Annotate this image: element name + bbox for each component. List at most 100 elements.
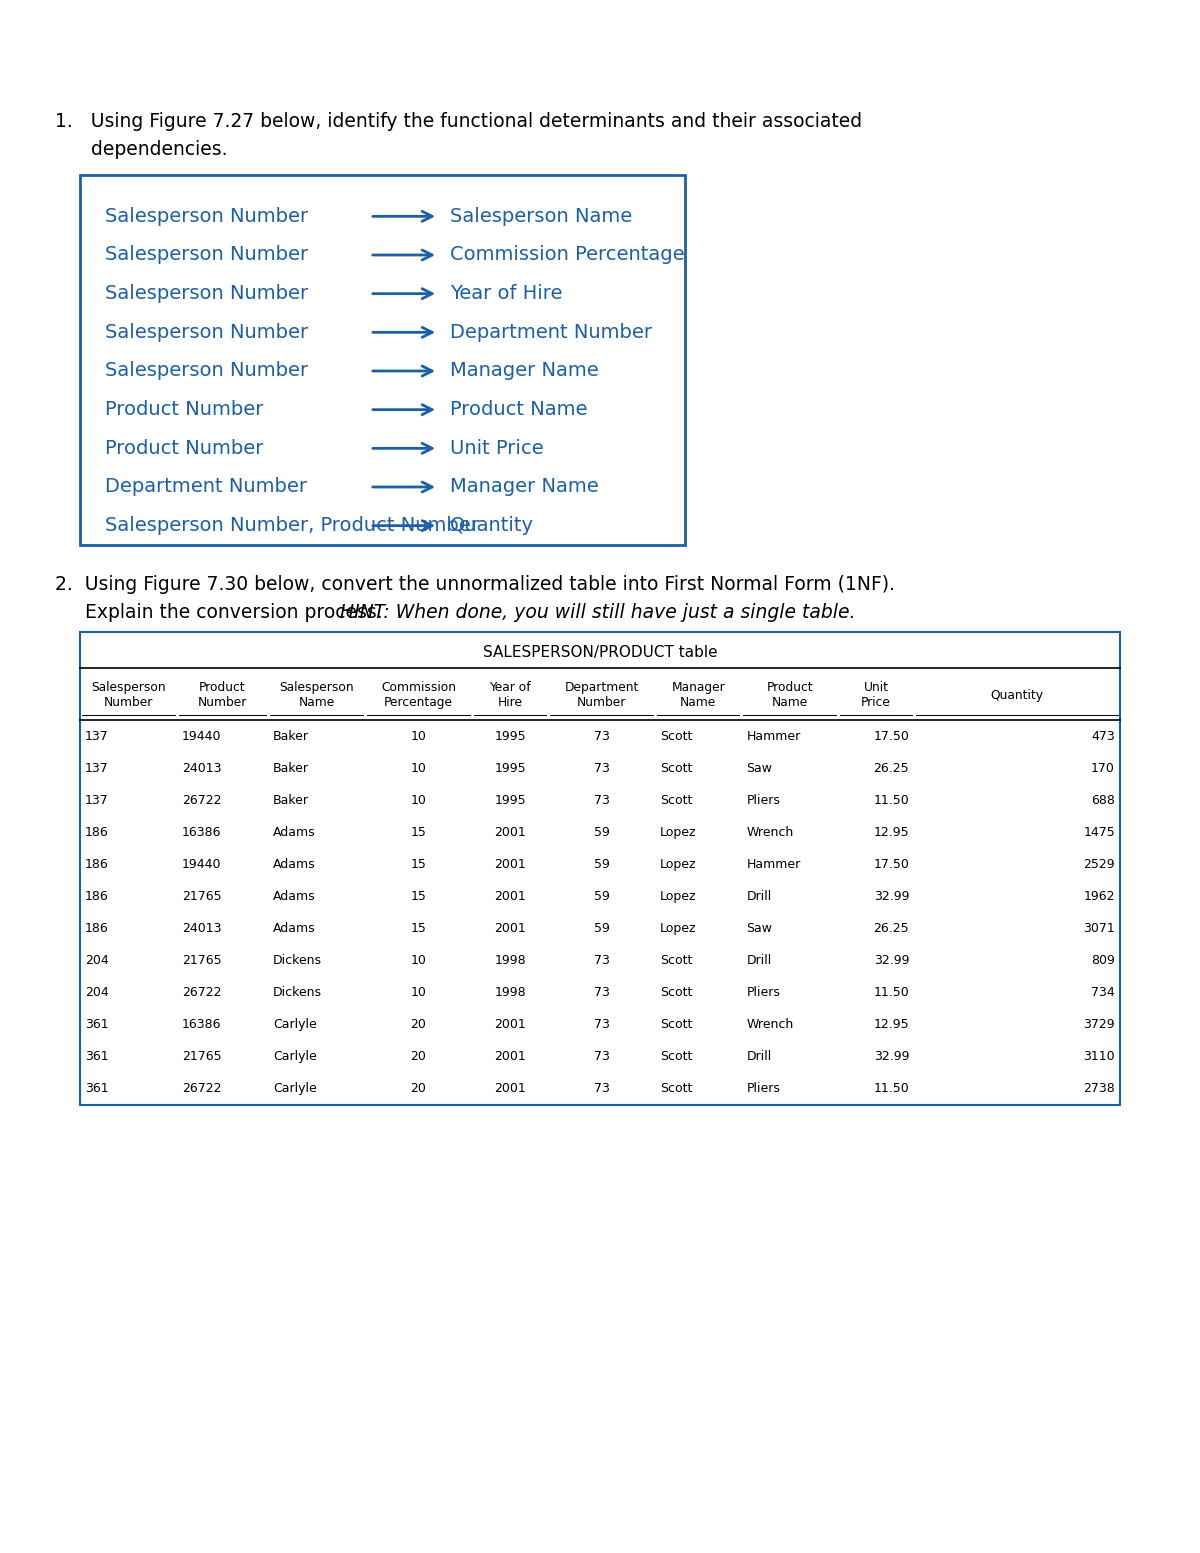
Text: Adams: Adams [274, 826, 316, 839]
Text: 2738: 2738 [1084, 1082, 1115, 1095]
Text: 73: 73 [594, 1050, 610, 1064]
Text: 137: 137 [85, 730, 109, 742]
Text: 137: 137 [85, 761, 109, 775]
Text: 20: 20 [410, 1082, 426, 1095]
Text: 2001: 2001 [494, 857, 526, 871]
Text: 73: 73 [594, 730, 610, 742]
Text: 16386: 16386 [181, 1019, 221, 1031]
Text: 16386: 16386 [181, 826, 221, 839]
Bar [80, 175, 685, 545]
Text: Scott: Scott [660, 730, 692, 742]
Text: 73: 73 [594, 954, 610, 968]
Text: Hammer: Hammer [746, 857, 800, 871]
Text: 11.50: 11.50 [874, 986, 910, 999]
Text: 734: 734 [1091, 986, 1115, 999]
Text: Salesperson
Number: Salesperson Number [91, 680, 166, 710]
Text: Product Number: Product Number [106, 401, 263, 419]
Text: Commission
Percentage: Commission Percentage [382, 680, 456, 710]
Text: 11.50: 11.50 [874, 794, 910, 806]
Text: 186: 186 [85, 890, 109, 902]
Text: Adams: Adams [274, 890, 316, 902]
Text: Explain the conversion process.: Explain the conversion process. [55, 603, 389, 623]
Text: Department
Number: Department Number [564, 680, 638, 710]
Text: 20: 20 [410, 1050, 426, 1064]
Text: 361: 361 [85, 1082, 109, 1095]
Text: 15: 15 [410, 922, 426, 935]
Text: 137: 137 [85, 794, 109, 806]
Text: Manager
Name: Manager Name [672, 680, 725, 710]
Text: 26722: 26722 [181, 794, 221, 806]
Text: Carlyle: Carlyle [274, 1082, 317, 1095]
Text: Baker: Baker [274, 761, 310, 775]
Text: Scott: Scott [660, 986, 692, 999]
Text: Salesperson Number: Salesperson Number [106, 245, 308, 264]
Text: Year of Hire: Year of Hire [450, 284, 563, 303]
Text: 17.50: 17.50 [874, 730, 910, 742]
Text: Saw: Saw [746, 922, 773, 935]
Text: 32.99: 32.99 [874, 1050, 910, 1064]
Text: 2001: 2001 [494, 922, 526, 935]
Text: 204: 204 [85, 954, 109, 968]
Text: Lopez: Lopez [660, 857, 697, 871]
Text: 1475: 1475 [1084, 826, 1115, 839]
Text: Salesperson Number: Salesperson Number [106, 323, 308, 342]
Text: 1995: 1995 [494, 794, 526, 806]
Text: Carlyle: Carlyle [274, 1019, 317, 1031]
Text: Baker: Baker [274, 794, 310, 806]
Text: 32.99: 32.99 [874, 890, 910, 902]
Text: 73: 73 [594, 761, 610, 775]
Text: HINT: When done, you will still have just a single table.: HINT: When done, you will still have jus… [340, 603, 856, 623]
Text: 3071: 3071 [1084, 922, 1115, 935]
Text: 21765: 21765 [181, 1050, 221, 1064]
Text: Pliers: Pliers [746, 1082, 780, 1095]
Text: Manager Name: Manager Name [450, 362, 599, 380]
Text: Commission Percentage: Commission Percentage [450, 245, 685, 264]
Text: 26.25: 26.25 [874, 761, 910, 775]
Text: 12.95: 12.95 [874, 1019, 910, 1031]
Text: 473: 473 [1091, 730, 1115, 742]
Text: 186: 186 [85, 857, 109, 871]
Text: 361: 361 [85, 1050, 109, 1064]
Text: Scott: Scott [660, 1050, 692, 1064]
Text: Quantity: Quantity [450, 516, 534, 536]
Text: Salesperson
Name: Salesperson Name [280, 680, 354, 710]
Text: Dickens: Dickens [274, 986, 323, 999]
Text: dependencies.: dependencies. [55, 140, 228, 158]
Text: Salesperson Number: Salesperson Number [106, 362, 308, 380]
Text: Wrench: Wrench [746, 1019, 793, 1031]
Text: 21765: 21765 [181, 890, 221, 902]
Text: Saw: Saw [746, 761, 773, 775]
Text: 2001: 2001 [494, 1050, 526, 1064]
Text: 15: 15 [410, 890, 426, 902]
Text: 361: 361 [85, 1019, 109, 1031]
Text: 809: 809 [1091, 954, 1115, 968]
Text: Product Name: Product Name [450, 401, 588, 419]
Text: 12.95: 12.95 [874, 826, 910, 839]
Text: Adams: Adams [274, 857, 316, 871]
Text: Manager Name: Manager Name [450, 477, 599, 497]
Text: Product
Number: Product Number [198, 680, 247, 710]
Text: Scott: Scott [660, 954, 692, 968]
Text: 186: 186 [85, 826, 109, 839]
Text: Salesperson Number: Salesperson Number [106, 284, 308, 303]
Text: Scott: Scott [660, 1019, 692, 1031]
Text: 1995: 1995 [494, 761, 526, 775]
Text: 10: 10 [410, 761, 426, 775]
Text: Wrench: Wrench [746, 826, 793, 839]
Text: 59: 59 [594, 857, 610, 871]
Text: 2529: 2529 [1084, 857, 1115, 871]
Text: 11.50: 11.50 [874, 1082, 910, 1095]
Text: 17.50: 17.50 [874, 857, 910, 871]
Text: 24013: 24013 [181, 922, 221, 935]
Text: Baker: Baker [274, 730, 310, 742]
Text: 21765: 21765 [181, 954, 221, 968]
Text: Product Number: Product Number [106, 439, 263, 458]
Text: Adams: Adams [274, 922, 316, 935]
Text: Hammer: Hammer [746, 730, 800, 742]
Text: 24013: 24013 [181, 761, 221, 775]
Text: Pliers: Pliers [746, 794, 780, 806]
Text: Lopez: Lopez [660, 826, 697, 839]
Text: 73: 73 [594, 1082, 610, 1095]
Text: Carlyle: Carlyle [274, 1050, 317, 1064]
Text: 186: 186 [85, 922, 109, 935]
